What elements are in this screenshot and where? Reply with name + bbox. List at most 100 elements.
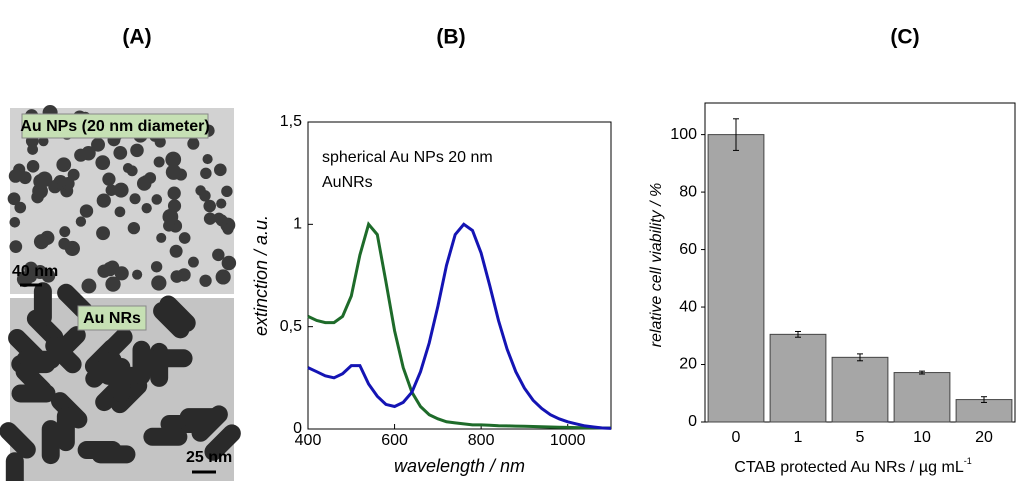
nanoparticle [213,212,225,224]
nanoparticle [203,199,216,213]
legend-entry: AuNRs [322,174,373,191]
nanoparticle [187,137,200,150]
nanoparticle [97,264,111,278]
nanoparticle [9,216,21,228]
x-tick-label: 1000 [550,432,586,449]
nanoparticle [58,237,71,250]
nanoparticle [167,199,182,213]
nanoparticle [127,221,141,235]
nanoparticle [221,185,233,198]
y-tick-label: 40 [679,298,697,315]
nanoparticle [195,185,206,196]
nanoparticle [130,143,144,158]
nanoparticle [95,155,111,170]
x-tick-label: 10 [913,429,931,446]
nanorod [112,357,131,402]
nanoparticle [38,136,49,147]
error-bar [981,396,987,403]
x-tick-label: 20 [975,429,993,446]
nanorod [204,424,241,461]
nanoparticle [75,216,87,227]
nanorod [11,384,56,403]
nanoparticle [8,169,23,183]
y-tick-label: 0 [688,413,697,430]
y-tick-label: 60 [679,241,697,258]
nanorod [132,340,151,385]
label-box [21,113,209,139]
nanoparticle [169,244,183,258]
nanorod [49,326,86,363]
nanoparticle [200,167,212,180]
nanorod [41,420,60,465]
y-axis-label: relative cell viability / % [648,183,665,348]
error-bar [733,118,739,151]
panel-label: (C) [890,26,919,49]
nanoparticle [96,226,110,241]
y-axis-label: extinction / a.u. [251,215,271,336]
nanoparticle [113,182,129,198]
nanoparticle [162,208,179,225]
nanoparticle [222,223,234,235]
bar [769,333,827,423]
nanoparticle [212,248,225,262]
tem-images [0,105,241,481]
error-bar [919,370,925,375]
nanoparticle [59,226,71,238]
nanoparticle [18,171,32,185]
error-bar [857,353,863,362]
x-tick-label: 0 [732,429,741,446]
error-bar [795,330,801,338]
x-tick-label: 5 [856,429,865,446]
nanoparticle [150,261,163,273]
nanoparticle [57,176,68,187]
panel-label: (A) [122,26,151,49]
nanoparticle [170,270,184,283]
nanoparticle [154,136,166,148]
nanoparticle [221,255,237,271]
nanoparticle [36,171,53,188]
nanoparticle [91,137,105,152]
y-tick-label: 100 [670,126,697,143]
y-tick-label: 1 [293,216,302,233]
nanorod [5,452,24,481]
scale-label: 25 nm [186,449,232,466]
nanoparticle [199,274,212,287]
nanoparticle [114,266,129,281]
nanoparticle [96,193,111,208]
nanoparticle [216,198,227,209]
nanoparticle [81,278,97,294]
nanoparticle [202,154,213,165]
x-axis-label: CTAB protected Au NRs / µg mL-1 [734,456,971,476]
x-tick-label: 400 [295,432,322,449]
label-box [77,305,147,331]
image-label: Au NPs (20 nm diameter) [20,118,209,135]
nanoparticle [188,256,199,268]
series-line [307,222,612,430]
nanoparticle [214,163,227,177]
nanoparticle [33,234,50,250]
nanoparticle [79,204,94,218]
nanoparticle [215,269,231,285]
nanoparticle [151,275,167,291]
y-tick-label: 0 [293,420,302,437]
y-tick-label: 0,5 [280,318,302,335]
x-tick-label: 600 [381,432,408,449]
nanoparticle [7,192,21,206]
nanoparticle [9,240,23,253]
bar [893,372,951,423]
nanorod [159,295,196,332]
nanoparticle [27,144,39,155]
nanoparticle [153,156,165,168]
x-axis-label-sup: -1 [964,456,972,466]
nanoparticle [31,190,44,204]
x-axis-label-text: CTAB protected Au NRs / µg mL [734,459,964,476]
scale-label: 40 nm [12,263,58,280]
nanoparticle [165,164,182,180]
nanoparticle [41,268,56,283]
nanorod [0,422,36,459]
nanoparticle [141,203,152,214]
nanoparticle [203,212,217,225]
x-axis-label: wavelength / nm [394,456,525,476]
nanoparticle [14,201,27,214]
